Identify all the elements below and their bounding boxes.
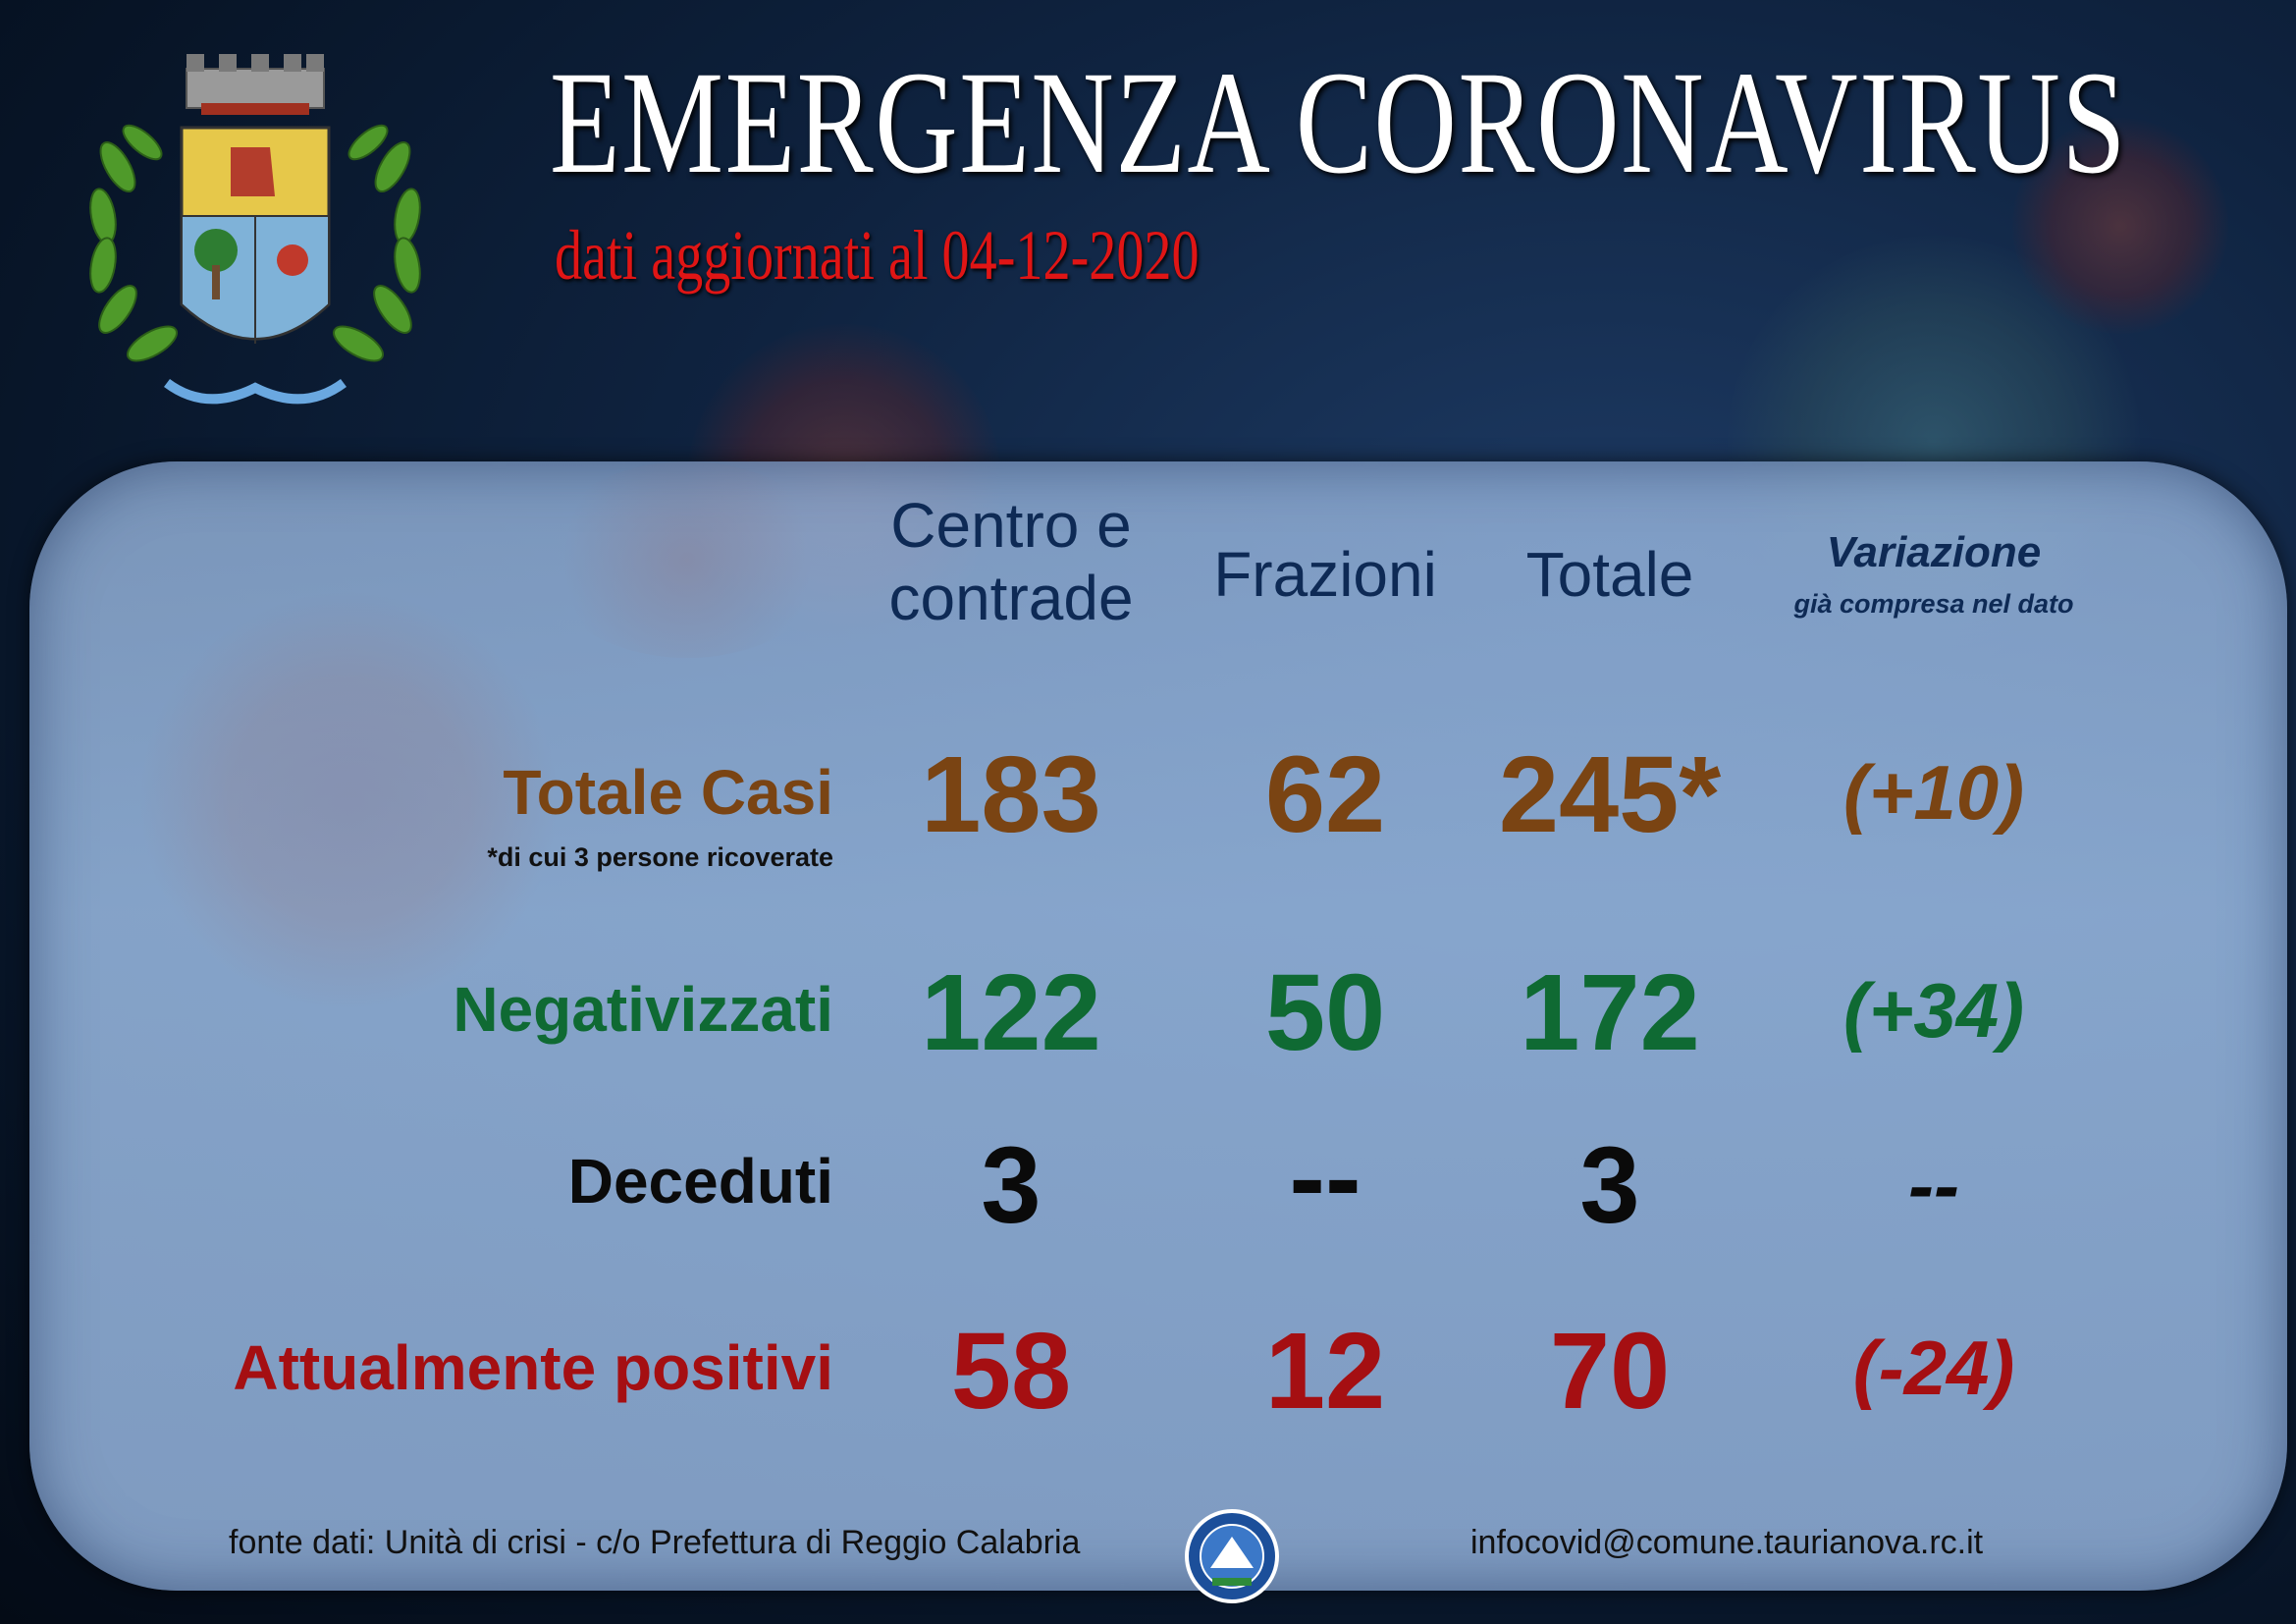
value-totale-casi-variazione: (+10) — [1842, 749, 2025, 836]
virus-illustration — [540, 461, 834, 658]
value-totale-casi-centro: 183 — [921, 734, 1101, 855]
data-source-text: fonte dati: Unità di crisi - c/o Prefett… — [229, 1524, 1081, 1561]
column-header-variazione-note: già compresa nel dato — [1793, 589, 2074, 619]
value-negativizzati-centro: 122 — [921, 952, 1101, 1073]
column-header-centro-line2: contrade — [888, 563, 1134, 633]
hospitalized-footnote: *di cui 3 persone ricoverate — [487, 842, 833, 872]
column-header-centro: Centro e contrade — [844, 493, 1178, 630]
page-title: EMERGENZA CORONAVIRUS — [550, 41, 2128, 204]
value-negativizzati-totale: 172 — [1520, 952, 1700, 1073]
value-positivi-totale: 70 — [1549, 1311, 1671, 1432]
row-label-attualmente-positivi: Attualmente positivi — [233, 1332, 833, 1403]
update-date-subtitle: dati aggiornati al 04-12-2020 — [555, 216, 1200, 295]
value-deceduti-variazione: -- — [1908, 1142, 1959, 1228]
prefettura-seal-logo — [1185, 1509, 1279, 1603]
virus-illustration — [137, 589, 560, 1011]
row-label-totale-casi: Totale Casi — [503, 757, 833, 828]
coat-of-arms-logo — [89, 54, 421, 405]
virus-illustration — [2012, 118, 2228, 334]
column-header-totale: Totale — [1525, 539, 1694, 610]
value-negativizzati-frazioni: 50 — [1264, 952, 1386, 1073]
value-positivi-variazione: (-24) — [1852, 1325, 2015, 1411]
row-label-negativizzati: Negativizzati — [453, 974, 833, 1045]
column-header-frazioni: Frazioni — [1213, 539, 1437, 610]
contact-email: infocovid@comune.taurianova.rc.it — [1470, 1524, 1984, 1561]
value-totale-casi-totale: 245* — [1498, 734, 1722, 855]
value-positivi-frazioni: 12 — [1264, 1311, 1386, 1432]
value-totale-casi-frazioni: 62 — [1264, 734, 1386, 855]
value-deceduti-totale: 3 — [1579, 1125, 1640, 1246]
column-header-variazione: Variazione — [1826, 528, 2042, 576]
value-negativizzati-variazione: (+34) — [1842, 967, 2025, 1054]
stats-panel — [29, 461, 2287, 1591]
value-deceduti-frazioni: -- — [1289, 1117, 1362, 1238]
value-positivi-centro: 58 — [950, 1311, 1072, 1432]
value-deceduti-centro: 3 — [981, 1125, 1041, 1246]
column-header-centro-line1: Centro e — [890, 490, 1132, 561]
row-label-deceduti: Deceduti — [567, 1146, 833, 1217]
